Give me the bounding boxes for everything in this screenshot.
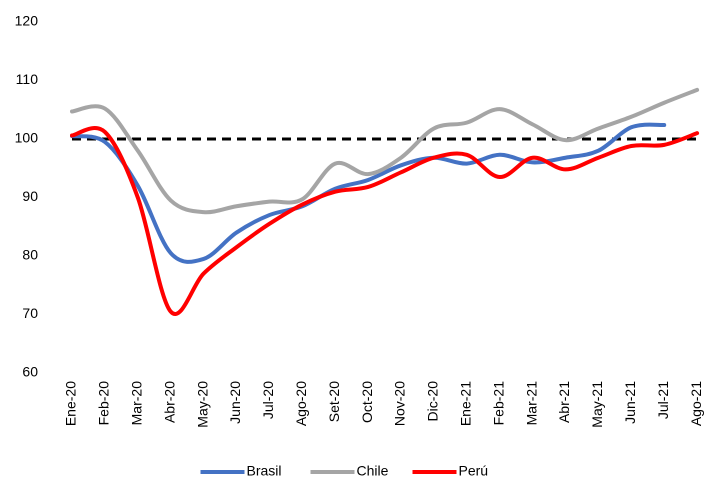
x-tick-label: Set-20 <box>326 381 342 422</box>
x-tick-label: Jul-20 <box>260 381 276 419</box>
series-line <box>70 87 700 215</box>
x-tick-label: May-21 <box>589 381 605 428</box>
x-tick-label: Nov-20 <box>392 381 408 426</box>
x-tick-label: Jun-21 <box>622 381 638 424</box>
x-tick-label: Ene-20 <box>63 381 79 426</box>
legend-label: Brasil <box>247 463 282 479</box>
x-tick-label: Abr-20 <box>161 381 177 423</box>
x-tick-label: Ago-20 <box>293 381 309 426</box>
x-tick-label: Ago-21 <box>688 381 704 426</box>
legend-label: Perú <box>459 463 489 479</box>
x-tick-label: Mar-20 <box>129 381 145 426</box>
x-tick-label: Ene-21 <box>458 381 474 426</box>
y-tick-label: 60 <box>22 364 38 380</box>
y-tick-label: 100 <box>15 130 39 146</box>
legend: Brasil Chile Perú <box>200 463 489 479</box>
x-tick-label: Jul-21 <box>655 381 671 419</box>
y-tick-label: 120 <box>15 13 39 29</box>
y-tick-label: 80 <box>22 247 38 263</box>
y-tick-label: 110 <box>16 71 39 87</box>
x-tick-label: Dic-20 <box>425 381 441 422</box>
series-line <box>70 126 700 316</box>
y-tick-label: 70 <box>22 305 38 321</box>
legend-label: Chile <box>357 463 389 479</box>
x-tick-label: Abr-21 <box>556 381 572 423</box>
y-tick-label: 90 <box>22 188 38 204</box>
x-tick-label: May-20 <box>194 381 210 428</box>
x-tick-label: Mar-21 <box>523 381 539 426</box>
x-tick-label: Feb-21 <box>490 381 506 426</box>
x-tick-label: Feb-20 <box>96 381 112 426</box>
x-tick-label: Jun-20 <box>227 381 243 424</box>
x-tick-label: Oct-20 <box>359 381 375 423</box>
series-line <box>70 122 667 264</box>
